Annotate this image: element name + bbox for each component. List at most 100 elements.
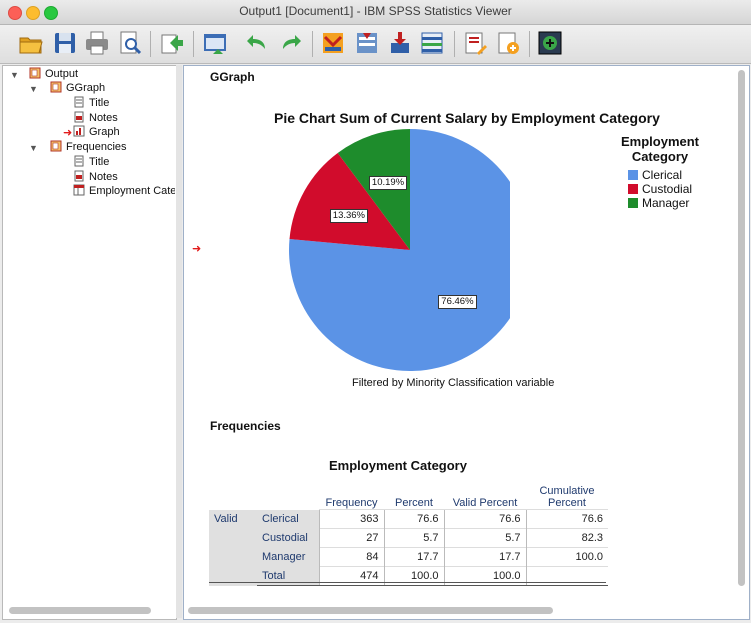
print-icon[interactable] <box>83 29 111 57</box>
cell-percent: 5.7 <box>383 528 444 548</box>
chart-footnote: Filtered by Minority Classification vari… <box>352 377 555 389</box>
viewer-horizontal-scrollbar[interactable] <box>188 607 553 614</box>
cell-valid-percent: 5.7 <box>443 528 526 548</box>
header-valid-percent: Valid Percent <box>452 497 518 509</box>
table-row-total: Total 474 100.0 100.0 <box>209 566 608 586</box>
tree-node-label: Employment Cate <box>89 185 175 197</box>
tree-node-label: Notes <box>89 171 118 183</box>
pie-slice-custodial <box>289 152 410 250</box>
table-header-row: Frequency Percent Valid Percent Cumulati… <box>209 477 608 510</box>
graph-icon <box>73 125 85 137</box>
insert-icon[interactable] <box>536 29 564 57</box>
variables-icon[interactable] <box>418 29 446 57</box>
ggraph-heading: GGraph <box>210 70 255 84</box>
legend-label: Manager <box>642 196 690 210</box>
tree-node-label: Graph <box>89 126 120 138</box>
cell-cumulative-percent: 82.3 <box>525 528 608 548</box>
maximize-window-button[interactable] <box>44 6 58 20</box>
tree-node-employment-category[interactable]: Employment Cate <box>73 184 175 198</box>
header-spacer <box>209 477 257 510</box>
frequency-table: Frequency Percent Valid Percent Cumulati… <box>209 477 608 586</box>
legend-swatch <box>628 170 638 180</box>
pie-data-label: 10.19% <box>368 176 408 191</box>
goto-data-icon[interactable] <box>319 29 347 57</box>
table-title: Employment Category <box>329 458 467 473</box>
tree-node-notes[interactable]: Notes <box>73 170 118 184</box>
pie-data-label: 13.36% <box>329 208 369 223</box>
legend-swatch <box>628 198 638 208</box>
tree-node-label: Title <box>89 97 110 109</box>
close-window-button[interactable] <box>8 6 22 20</box>
legend-item-manager: Manager <box>628 196 689 210</box>
cell-percent: 100.0 <box>383 566 444 586</box>
edit-output-icon[interactable] <box>494 29 522 57</box>
goto-case-icon[interactable] <box>353 29 381 57</box>
legend-label: Clerical <box>642 168 683 182</box>
table-row: Valid Clerical 363 76.6 76.6 76.6 <box>209 509 608 586</box>
open-icon[interactable] <box>17 29 45 57</box>
cell-percent: 17.7 <box>383 547 444 567</box>
cell-valid-percent: 17.7 <box>443 547 526 567</box>
print-preview-icon[interactable] <box>116 29 144 57</box>
tree-node-ggraph[interactable]: GGraph <box>50 81 105 95</box>
header-spacer <box>257 477 319 510</box>
cell-percent: 76.6 <box>383 509 444 529</box>
goto-variable-icon[interactable] <box>386 29 414 57</box>
cell-cumulative-percent <box>525 566 608 586</box>
table-bottom-rule <box>209 582 606 583</box>
cell-frequency: 363 <box>318 509 384 529</box>
cell-cumulative-percent: 76.6 <box>525 509 608 529</box>
toolbar <box>0 25 751 64</box>
frequencies-heading: Frequencies <box>210 419 281 433</box>
tree-node-label: Title <box>89 156 110 168</box>
export-icon[interactable] <box>158 29 186 57</box>
collapse-caret-icon[interactable]: ▼ <box>29 143 38 153</box>
pie-slice-clerical <box>289 129 510 371</box>
pane-splitter[interactable] <box>176 65 182 618</box>
tree-node-graph[interactable]: Graph <box>73 125 120 139</box>
cell-valid-percent: 76.6 <box>443 509 526 529</box>
toolbar-separator <box>150 31 151 57</box>
table-row: Custodial 27 5.7 5.7 82.3 <box>209 528 608 548</box>
row-label: Total <box>257 566 319 586</box>
notes-doc-icon <box>74 170 84 182</box>
book-icon <box>50 140 62 152</box>
title-doc-icon <box>74 155 84 167</box>
undo-icon[interactable] <box>243 29 271 57</box>
tree-node-output[interactable]: Output <box>29 67 78 81</box>
minimize-window-button[interactable] <box>26 6 40 20</box>
cell-frequency: 84 <box>318 547 384 567</box>
tree-node-title[interactable]: Title <box>73 96 109 110</box>
collapse-caret-icon[interactable]: ▼ <box>10 70 19 80</box>
tree-node-title[interactable]: Title <box>73 155 109 169</box>
table-row: Manager 84 17.7 17.7 100.0 <box>209 547 608 567</box>
current-item-arrow-icon: ➜ <box>192 243 202 255</box>
tree-horizontal-scrollbar[interactable] <box>9 607 151 614</box>
notes-doc-icon <box>74 111 84 123</box>
window-title: Output1 [Document1] - IBM SPSS Statistic… <box>239 4 512 18</box>
collapse-caret-icon[interactable]: ▼ <box>29 84 38 94</box>
tree-node-label: Notes <box>89 112 118 124</box>
legend-swatch <box>628 184 638 194</box>
cell-cumulative-percent: 100.0 <box>525 547 608 567</box>
recall-dialog-icon[interactable] <box>201 29 229 57</box>
tree-node-label: Frequencies <box>66 141 127 153</box>
legend-label: Custodial <box>642 182 693 196</box>
header-frequency: Frequency <box>325 497 378 509</box>
row-label: Manager <box>257 547 319 567</box>
toolbar-separator <box>312 31 313 57</box>
designate-window-icon[interactable] <box>461 29 489 57</box>
row-label: Custodial <box>257 528 319 548</box>
tree-node-frequencies[interactable]: Frequencies <box>50 140 127 154</box>
row-group-label: Valid <box>209 509 257 586</box>
redo-icon[interactable] <box>277 29 305 57</box>
tree-node-notes[interactable]: Notes <box>73 111 118 125</box>
legend-item-clerical: Clerical <box>628 168 682 182</box>
save-icon[interactable] <box>51 29 79 57</box>
toolbar-separator <box>529 31 530 57</box>
book-icon <box>50 81 62 93</box>
title-bar: Output1 [Document1] - IBM SPSS Statistic… <box>0 0 751 25</box>
row-label: Clerical <box>257 509 319 529</box>
header-cumulative-percent: Cumulative Percent <box>539 485 595 509</box>
viewer-vertical-scrollbar[interactable] <box>738 70 745 586</box>
